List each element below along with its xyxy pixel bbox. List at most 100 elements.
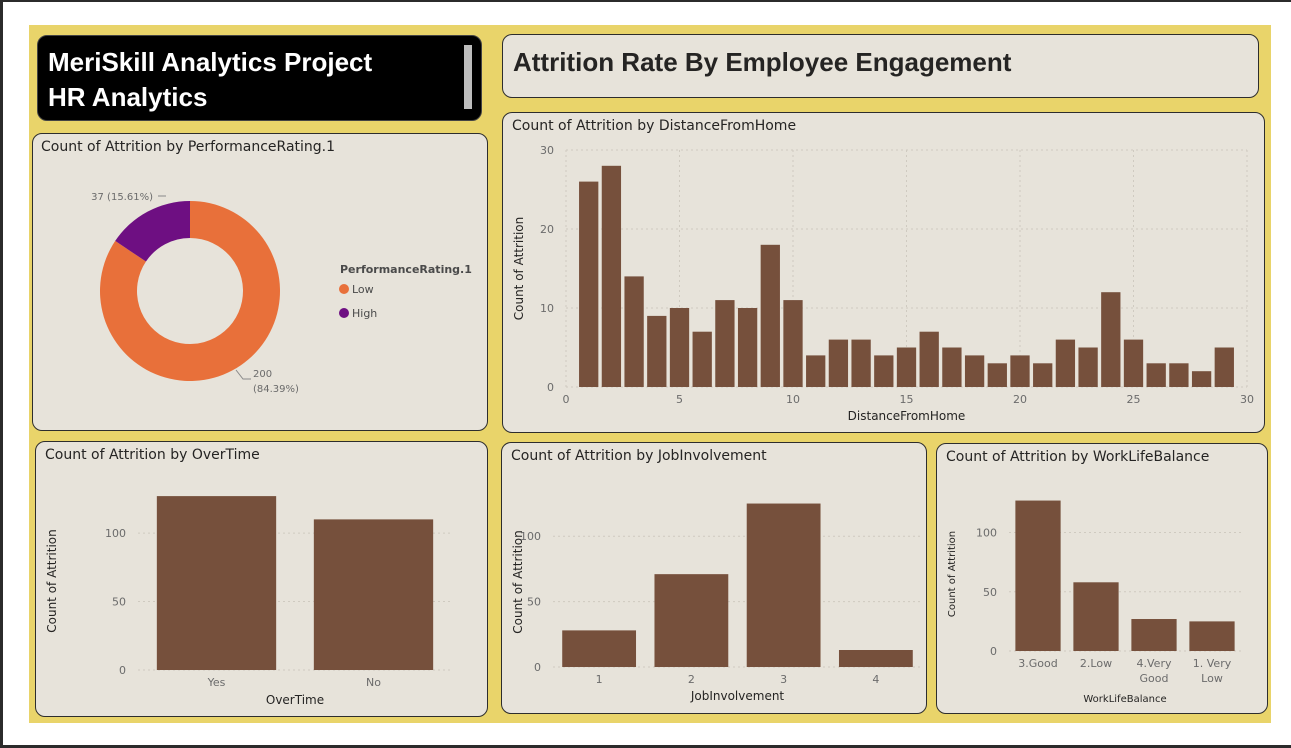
y-tick-label: 0 xyxy=(534,661,541,674)
y-tick-label: 20 xyxy=(540,223,554,236)
overtime-panel[interactable]: Count of Attrition by OverTime 0 50 100 Cou… xyxy=(35,441,488,717)
bar xyxy=(562,630,637,667)
bar xyxy=(601,165,622,387)
performance-donut-chart[interactable]: 37 (15.61%) 200 (84.39%) PerformanceRating.… xyxy=(33,134,489,432)
y-axis-title: Count of Attrition xyxy=(512,217,526,321)
wlb-bar-chart[interactable]: 0 50 100 Count of Attrition WorkLifeBalance 3… xyxy=(937,444,1269,715)
donut-data-label: 200 xyxy=(253,369,272,380)
distance-bar-chart[interactable]: 0 10 20 30 Count of Attrition DistanceFromHom… xyxy=(503,113,1266,434)
y-tick-label: 0 xyxy=(547,381,554,394)
bar xyxy=(1033,363,1053,387)
y-tick-label: 50 xyxy=(983,586,997,599)
x-tick-label: 25 xyxy=(1127,393,1141,406)
x-tick-label: Low xyxy=(1201,672,1223,685)
bar xyxy=(156,496,277,670)
x-tick-label: 4.Very xyxy=(1137,657,1172,670)
bar xyxy=(692,331,712,387)
legend-marker xyxy=(339,284,349,294)
x-tick-label: 1 xyxy=(596,673,603,686)
x-tick-label: 15 xyxy=(900,393,914,406)
bar xyxy=(1191,371,1212,387)
bar xyxy=(1073,582,1119,651)
bar xyxy=(1131,619,1177,651)
x-tick-label: Yes xyxy=(207,676,226,689)
y-tick-label: 50 xyxy=(527,596,541,609)
bar xyxy=(828,339,849,387)
bar xyxy=(1146,363,1166,387)
y-tick-label: 0 xyxy=(990,645,997,658)
legend-item: Low xyxy=(352,283,374,296)
y-axis-title: Count of Attrition xyxy=(947,531,958,617)
y-tick-label: 100 xyxy=(976,527,997,540)
x-axis-title: WorkLifeBalance xyxy=(1083,694,1166,705)
x-tick-label: 10 xyxy=(786,393,800,406)
distance-from-home-panel[interactable]: Count of Attrition by DistanceFromHome 0… xyxy=(502,112,1265,433)
legend-marker xyxy=(339,308,349,318)
bar xyxy=(987,363,1007,387)
bar xyxy=(647,315,667,387)
x-tick-label: 4 xyxy=(872,673,879,686)
bar xyxy=(806,355,826,387)
project-title-card: MeriSkill Analytics Project HR Analytics xyxy=(37,35,482,121)
bar xyxy=(1189,621,1235,651)
bar xyxy=(1214,347,1234,387)
page-heading-card: Attrition Rate By Employee Engagement xyxy=(502,34,1259,98)
x-axis-title: OverTime xyxy=(266,693,324,707)
bar xyxy=(964,355,985,387)
distance-chart-title: Count of Attrition by DistanceFromHome xyxy=(512,118,797,134)
bar xyxy=(579,181,599,387)
performance-rating-panel[interactable]: Count of Attrition by PerformanceRating.… xyxy=(32,133,488,431)
bar xyxy=(874,355,894,387)
job-involvement-panel[interactable]: Count of Attrition by JobInvolvement 0 50… xyxy=(501,442,927,714)
page-heading: Attrition Rate By Employee Engagement xyxy=(513,47,1012,77)
x-tick-label: Good xyxy=(1140,672,1169,685)
performance-chart-title: Count of Attrition by PerformanceRating.… xyxy=(41,139,336,155)
donut-data-label: 37 (15.61%) xyxy=(91,192,153,203)
bar xyxy=(737,308,758,387)
x-tick-label: 3.Good xyxy=(1018,657,1057,670)
y-tick-label: 100 xyxy=(520,530,541,543)
bar xyxy=(1123,339,1144,387)
bar xyxy=(1015,500,1061,651)
donut-slice-high xyxy=(115,201,190,262)
legend-title: PerformanceRating.1 xyxy=(340,263,472,276)
bar xyxy=(313,519,434,670)
work-life-balance-panel[interactable]: Count of Attrition by WorkLifeBalance 0 5… xyxy=(936,443,1268,714)
x-tick-label: 20 xyxy=(1013,393,1027,406)
window-frame-left xyxy=(0,0,3,748)
bar xyxy=(760,244,780,387)
bar xyxy=(1101,292,1121,387)
x-tick-label: 1. Very xyxy=(1193,657,1232,670)
x-tick-label: 3 xyxy=(780,673,787,686)
bar xyxy=(896,347,917,387)
y-axis-title: Count of Attrition xyxy=(511,530,525,634)
title-accent-bar xyxy=(464,45,472,109)
x-tick-label: 2 xyxy=(688,673,695,686)
x-tick-label: No xyxy=(366,676,381,689)
x-tick-label: 0 xyxy=(563,393,570,406)
bar xyxy=(1010,355,1030,387)
wlb-chart-title: Count of Attrition by WorkLifeBalance xyxy=(946,449,1210,465)
y-tick-label: 30 xyxy=(540,144,554,157)
x-axis-title: DistanceFromHome xyxy=(848,409,966,423)
overtime-chart-title: Count of Attrition by OverTime xyxy=(45,447,260,463)
bar xyxy=(1078,347,1098,387)
y-tick-label: 0 xyxy=(119,664,126,677)
x-tick-label: 2.Low xyxy=(1080,657,1112,670)
donut-slice-low xyxy=(99,201,280,381)
y-tick-label: 50 xyxy=(112,596,126,609)
y-tick-label: 10 xyxy=(540,302,554,315)
y-tick-label: 100 xyxy=(105,527,126,540)
bar xyxy=(715,300,735,387)
bar xyxy=(942,347,962,387)
legend-item: High xyxy=(352,307,377,320)
jobinv-chart-title: Count of Attrition by JobInvolvement xyxy=(511,448,767,464)
overtime-bar-chart[interactable]: 0 50 100 Count of Attrition OverTime Yes No xyxy=(36,442,489,718)
bar xyxy=(746,503,821,667)
bar xyxy=(1169,363,1189,387)
project-title-line2: HR Analytics xyxy=(48,82,208,112)
donut-data-label: (84.39%) xyxy=(253,384,299,395)
window-frame-bottom xyxy=(0,745,1291,748)
x-tick-label: 5 xyxy=(676,393,683,406)
